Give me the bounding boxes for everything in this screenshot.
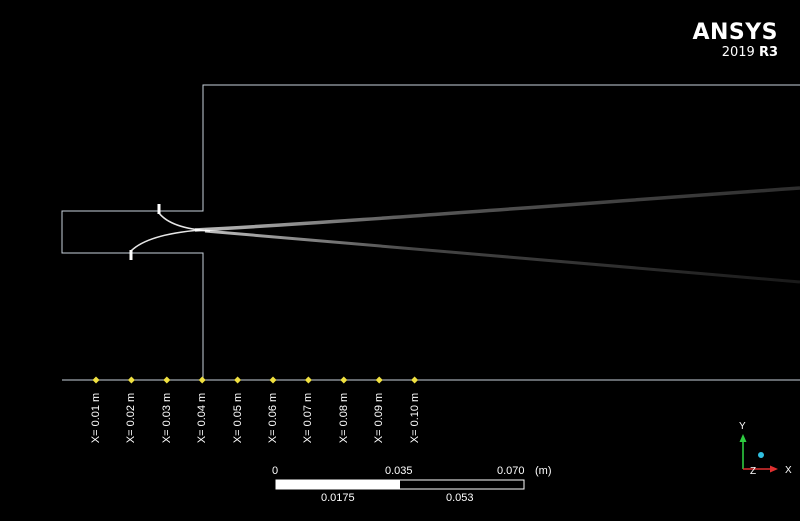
scale-label-0: 0 bbox=[272, 465, 279, 477]
spray-jets bbox=[130, 186, 800, 284]
jet-streak-upper-to-lower bbox=[204, 229, 800, 284]
triad-z-marker bbox=[758, 452, 764, 458]
station-label: X= 0.03 m bbox=[160, 392, 173, 444]
triad-y-label: Y bbox=[739, 421, 746, 432]
station-marker bbox=[198, 376, 206, 384]
logo-version-release: R3 bbox=[758, 45, 778, 60]
station-marker bbox=[92, 376, 100, 384]
triad-z-label: Z bbox=[750, 466, 756, 477]
station-marker bbox=[304, 376, 312, 384]
station-marker bbox=[269, 376, 277, 384]
chamber-outline-upper bbox=[61, 84, 800, 380]
station-marker bbox=[375, 376, 383, 384]
station-markers bbox=[92, 376, 419, 384]
station-label: X= 0.02 m bbox=[125, 392, 138, 444]
station-label: X= 0.01 m bbox=[90, 392, 102, 444]
jet-streak-lower-origin bbox=[130, 229, 201, 252]
axis-triad[interactable]: Y Z X bbox=[739, 421, 792, 477]
logo-version: 2019 R3 bbox=[692, 46, 778, 59]
station-marker bbox=[234, 376, 242, 384]
station-marker bbox=[340, 376, 348, 384]
geometry-outline bbox=[61, 84, 800, 381]
scale-label-0-053: 0.053 bbox=[446, 492, 474, 504]
triad-x-label: X bbox=[785, 465, 792, 476]
logo-version-year: 2019 bbox=[721, 45, 755, 60]
jet-streak-lower-to-upper bbox=[194, 186, 800, 232]
scale-bar bbox=[275, 479, 525, 490]
station-label: X= 0.04 m bbox=[196, 392, 209, 444]
scale-label-0-070: 0.070 bbox=[497, 465, 525, 477]
logo-brand-text: ANSYS bbox=[692, 20, 778, 45]
scale-label-0-035: 0.035 bbox=[385, 465, 413, 477]
triad-y-arrowhead bbox=[739, 434, 747, 442]
station-marker bbox=[163, 376, 171, 384]
station-label: X= 0.08 m bbox=[337, 392, 350, 444]
ansys-logo: ANSYS 2019 R3 bbox=[692, 20, 778, 60]
station-label: X= 0.10 m bbox=[408, 392, 421, 444]
scale-label-0-0175: 0.0175 bbox=[321, 492, 355, 504]
station-label: X= 0.07 m bbox=[302, 392, 315, 444]
station-marker bbox=[411, 376, 419, 384]
station-label: X= 0.06 m bbox=[267, 392, 279, 444]
station-marker bbox=[127, 376, 135, 384]
station-label: X= 0.09 m bbox=[373, 392, 386, 444]
scale-unit-label: (m) bbox=[535, 465, 552, 477]
station-label: X= 0.05 m bbox=[231, 392, 244, 444]
injector-walls bbox=[129, 204, 161, 260]
triad-x-arrowhead bbox=[770, 465, 778, 473]
scale-bar-segment-1 bbox=[276, 480, 400, 489]
